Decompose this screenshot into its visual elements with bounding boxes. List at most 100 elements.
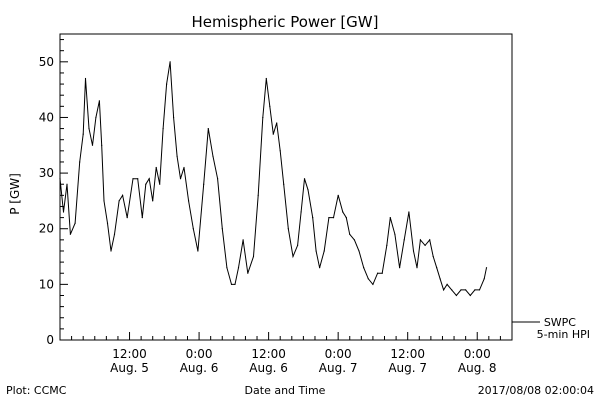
data-point xyxy=(439,278,441,280)
data-point xyxy=(84,77,87,80)
data-point xyxy=(394,233,396,235)
data-point xyxy=(424,244,426,246)
data-point xyxy=(118,200,120,202)
data-point xyxy=(381,272,383,274)
data-point xyxy=(272,133,274,135)
data-point xyxy=(162,128,164,130)
data-point xyxy=(159,183,161,185)
x-tick-date-label: Aug. 8 xyxy=(458,361,497,375)
data-point xyxy=(276,122,278,124)
y-tick-label: 30 xyxy=(39,166,54,180)
data-point xyxy=(460,289,462,291)
data-point xyxy=(113,233,116,235)
y-tick-label: 0 xyxy=(46,333,54,347)
data-point xyxy=(69,233,71,235)
data-point xyxy=(230,283,233,285)
x-axis-label: Date and Time xyxy=(245,384,326,397)
x-tick-date-label: Aug. 6 xyxy=(180,361,219,375)
data-point xyxy=(141,217,143,219)
data-point xyxy=(265,77,267,80)
data-point xyxy=(173,116,175,119)
data-point xyxy=(307,189,309,191)
data-point xyxy=(303,178,306,180)
data-point xyxy=(66,183,68,185)
data-point xyxy=(221,228,223,230)
footer-timestamp: 2017/08/08 02:00:04 xyxy=(478,384,594,397)
data-point xyxy=(345,217,347,219)
data-point xyxy=(137,178,139,180)
x-tick-date-label: Aug. 6 xyxy=(249,361,288,375)
data-point xyxy=(62,211,65,213)
y-tick-label: 50 xyxy=(39,55,54,69)
data-point xyxy=(183,166,185,169)
data-point xyxy=(485,267,488,269)
data-point xyxy=(358,250,360,252)
data-point xyxy=(91,144,94,146)
data-point xyxy=(478,289,481,291)
data-point xyxy=(262,116,264,119)
data-point xyxy=(279,150,281,152)
data-point xyxy=(451,289,453,291)
data-point xyxy=(212,155,214,157)
y-tick-label: 20 xyxy=(39,222,54,236)
y-axis: 0 10 20 30 40 50 xyxy=(39,39,68,347)
data-point xyxy=(328,217,330,219)
data-point xyxy=(106,222,109,224)
data-point xyxy=(436,267,438,269)
data-point xyxy=(192,228,194,230)
data-point xyxy=(152,200,154,202)
data-point xyxy=(145,183,147,185)
data-point xyxy=(416,267,418,269)
data-point xyxy=(412,250,415,252)
x-tick-date-label: Aug. 7 xyxy=(319,361,358,375)
data-point xyxy=(292,255,294,258)
data-point xyxy=(155,166,157,169)
data-point xyxy=(408,211,410,213)
data-point xyxy=(469,294,471,297)
data-point xyxy=(179,178,182,180)
data-point xyxy=(363,267,365,269)
data-point xyxy=(419,239,421,241)
data-point xyxy=(166,83,168,85)
series-line-swpc xyxy=(59,61,487,297)
data-point xyxy=(103,200,105,202)
data-point xyxy=(386,244,388,246)
data-point xyxy=(98,100,100,102)
data-point xyxy=(446,283,448,285)
data-point xyxy=(367,278,369,280)
data-point xyxy=(217,178,219,180)
chart-title: Hemispheric Power [GW] xyxy=(192,13,379,31)
x-tick-time-label: 12:00 xyxy=(112,347,147,361)
data-point xyxy=(188,200,190,202)
data-point xyxy=(242,239,244,241)
data-point xyxy=(389,217,391,219)
data-point xyxy=(474,289,476,291)
legend-swpc-label: SWPC xyxy=(544,316,576,329)
data-point xyxy=(88,128,90,130)
data-point xyxy=(257,194,259,196)
data-point xyxy=(59,178,61,180)
data-point xyxy=(323,250,325,252)
data-point xyxy=(95,116,97,119)
y-tick-label: 40 xyxy=(39,110,54,124)
data-point xyxy=(237,267,240,269)
data-point xyxy=(297,244,299,246)
data-point xyxy=(234,283,236,285)
x-tick-time-label: 0:00 xyxy=(325,347,352,361)
y-axis-label: P [GW] xyxy=(8,173,22,215)
y-tick-label: 10 xyxy=(39,277,54,291)
data-point xyxy=(403,239,405,241)
data-point xyxy=(283,183,285,185)
data-point xyxy=(74,222,76,224)
data-point xyxy=(465,289,467,291)
data-point xyxy=(300,211,302,213)
data-point xyxy=(319,267,321,269)
data-point xyxy=(483,278,485,280)
plot-frame xyxy=(59,33,513,341)
data-point xyxy=(207,128,209,130)
x-tick-time-label: 12:00 xyxy=(390,347,425,361)
data-point xyxy=(332,217,335,219)
